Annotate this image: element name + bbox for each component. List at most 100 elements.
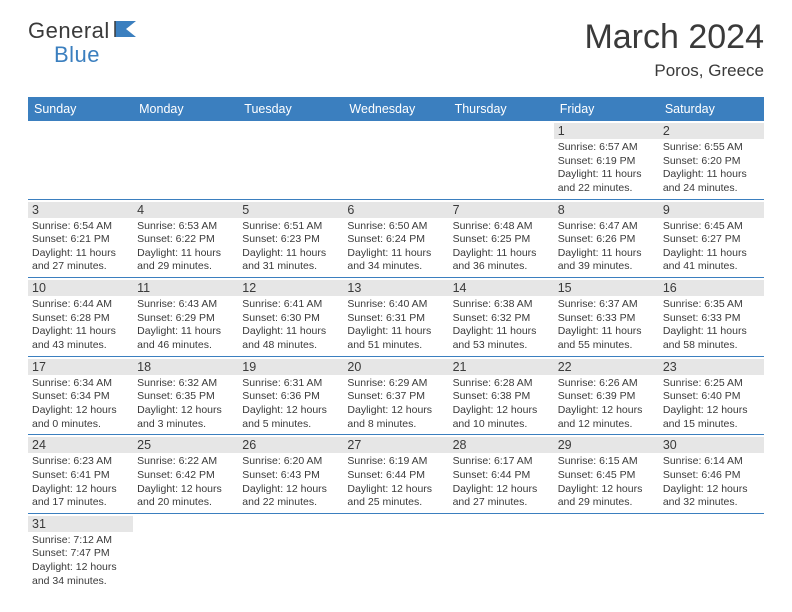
calendar-cell: 12 Sunrise: 6:41 AMSunset: 6:30 PMDayligh… (238, 278, 343, 356)
day-header-cell: Saturday (659, 97, 764, 121)
day-info: Sunrise: 6:35 AMSunset: 6:33 PMDaylight:… (663, 298, 760, 353)
day-number-empty (659, 516, 764, 532)
calendar-week: 1 Sunrise: 6:57 AMSunset: 6:19 PMDaylight… (28, 121, 764, 200)
day-number: 12 (238, 280, 343, 296)
day-header-cell: Friday (554, 97, 659, 121)
day-number-empty (133, 123, 238, 139)
day-info: Sunrise: 6:20 AMSunset: 6:43 PMDaylight:… (242, 455, 339, 510)
day-number-empty (449, 516, 554, 532)
calendar-week: 3Sunrise: 6:54 AMSunset: 6:21 PMDaylight… (28, 200, 764, 279)
day-info: Sunrise: 6:26 AMSunset: 6:39 PMDaylight:… (558, 377, 655, 432)
calendar-cell: 24Sunrise: 6:23 AMSunset: 6:41 PMDayligh… (28, 435, 133, 513)
calendar-cell (449, 121, 554, 199)
day-info: Sunrise: 6:31 AMSunset: 6:36 PMDaylight:… (242, 377, 339, 432)
day-info: Sunrise: 6:23 AMSunset: 6:41 PMDaylight:… (32, 455, 129, 510)
calendar-cell: 19 Sunrise: 6:31 AMSunset: 6:36 PMDayligh… (238, 357, 343, 435)
calendar-cell: 14 Sunrise: 6:38 AMSunset: 6:32 PMDayligh… (449, 278, 554, 356)
day-info: Sunrise: 6:17 AMSunset: 6:44 PMDaylight:… (453, 455, 550, 510)
logo-text-blue: Blue (54, 42, 100, 67)
day-info: Sunrise: 6:57 AMSunset: 6:19 PMDaylight:… (558, 141, 655, 196)
day-header-cell: Monday (133, 97, 238, 121)
day-header-cell: Thursday (449, 97, 554, 121)
day-number: 13 (343, 280, 448, 296)
day-info: Sunrise: 6:29 AMSunset: 6:37 PMDaylight:… (347, 377, 444, 432)
calendar-cell: 6Sunrise: 6:50 AMSunset: 6:24 PMDaylight… (343, 200, 448, 278)
calendar-cell (28, 121, 133, 199)
day-number: 6 (343, 202, 448, 218)
calendar-cell: 18Sunrise: 6:32 AMSunset: 6:35 PMDayligh… (133, 357, 238, 435)
logo-flag-icon (114, 19, 140, 44)
day-number: 3 (28, 202, 133, 218)
day-number: 26 (238, 437, 343, 453)
calendar-cell: 7Sunrise: 6:48 AMSunset: 6:25 PMDaylight… (449, 200, 554, 278)
day-number-empty (238, 123, 343, 139)
day-number: 22 (554, 359, 659, 375)
day-number-empty (449, 123, 554, 139)
day-info: Sunrise: 6:55 AMSunset: 6:20 PMDaylight:… (663, 141, 760, 196)
day-number: 17 (28, 359, 133, 375)
calendar-cell: 21 Sunrise: 6:28 AMSunset: 6:38 PMDayligh… (449, 357, 554, 435)
calendar-cell (343, 121, 448, 199)
day-number: 5 (238, 202, 343, 218)
calendar-cell: 5Sunrise: 6:51 AMSunset: 6:23 PMDaylight… (238, 200, 343, 278)
calendar-cell (659, 514, 764, 592)
calendar-cell: 25Sunrise: 6:22 AMSunset: 6:42 PMDayligh… (133, 435, 238, 513)
calendar-cell: 27 Sunrise: 6:19 AMSunset: 6:44 PMDayligh… (343, 435, 448, 513)
calendar-cell: 11 Sunrise: 6:43 AMSunset: 6:29 PMDayligh… (133, 278, 238, 356)
calendar-cell: 1 Sunrise: 6:57 AMSunset: 6:19 PMDaylight… (554, 121, 659, 199)
calendar-week: 24Sunrise: 6:23 AMSunset: 6:41 PMDayligh… (28, 435, 764, 514)
day-number: 2 (659, 123, 764, 139)
calendar-cell (343, 514, 448, 592)
day-number: 30 (659, 437, 764, 453)
day-info: Sunrise: 6:14 AMSunset: 6:46 PMDaylight:… (663, 455, 760, 510)
day-number: 8 (554, 202, 659, 218)
day-info: Sunrise: 6:41 AMSunset: 6:30 PMDaylight:… (242, 298, 339, 353)
calendar-cell: 30 Sunrise: 6:14 AMSunset: 6:46 PMDayligh… (659, 435, 764, 513)
calendar-week: 17 Sunrise: 6:34 AMSunset: 6:34 PMDayligh… (28, 357, 764, 436)
day-info: Sunrise: 6:25 AMSunset: 6:40 PMDaylight:… (663, 377, 760, 432)
day-header-row: SundayMondayTuesdayWednesdayThursdayFrid… (28, 97, 764, 121)
day-info: Sunrise: 6:28 AMSunset: 6:38 PMDaylight:… (453, 377, 550, 432)
calendar-cell: 20Sunrise: 6:29 AMSunset: 6:37 PMDayligh… (343, 357, 448, 435)
calendar: SundayMondayTuesdayWednesdayThursdayFrid… (28, 97, 764, 591)
day-info: Sunrise: 6:43 AMSunset: 6:29 PMDaylight:… (137, 298, 234, 353)
day-number: 9 (659, 202, 764, 218)
day-info: Sunrise: 6:19 AMSunset: 6:44 PMDaylight:… (347, 455, 444, 510)
page-title: March 2024 (584, 18, 764, 57)
calendar-cell (238, 514, 343, 592)
calendar-cell (554, 514, 659, 592)
calendar-cell: 26 Sunrise: 6:20 AMSunset: 6:43 PMDayligh… (238, 435, 343, 513)
calendar-cell: 2 Sunrise: 6:55 AMSunset: 6:20 PMDaylight… (659, 121, 764, 199)
day-number-empty (133, 516, 238, 532)
day-header-cell: Wednesday (343, 97, 448, 121)
day-number-empty (343, 123, 448, 139)
day-number: 21 (449, 359, 554, 375)
logo: General (28, 18, 142, 44)
day-header-cell: Tuesday (238, 97, 343, 121)
title-block: March 2024 Poros, Greece (584, 18, 764, 81)
day-number-empty (28, 123, 133, 139)
calendar-cell: 13 Sunrise: 6:40 AMSunset: 6:31 PMDayligh… (343, 278, 448, 356)
day-number-empty (238, 516, 343, 532)
day-number: 31 (28, 516, 133, 532)
day-number: 15 (554, 280, 659, 296)
calendar-cell: 29Sunrise: 6:15 AMSunset: 6:45 PMDayligh… (554, 435, 659, 513)
day-info: Sunrise: 6:34 AMSunset: 6:34 PMDaylight:… (32, 377, 129, 432)
header: General March 2024 Poros, Greece (0, 0, 792, 91)
day-number: 27 (343, 437, 448, 453)
day-info: Sunrise: 6:38 AMSunset: 6:32 PMDaylight:… (453, 298, 550, 353)
day-number: 23 (659, 359, 764, 375)
day-number: 19 (238, 359, 343, 375)
day-info: Sunrise: 7:12 AMSunset: 7:47 PMDaylight:… (32, 534, 129, 589)
calendar-cell (133, 121, 238, 199)
day-number: 11 (133, 280, 238, 296)
day-info: Sunrise: 6:40 AMSunset: 6:31 PMDaylight:… (347, 298, 444, 353)
day-number: 18 (133, 359, 238, 375)
day-number: 14 (449, 280, 554, 296)
day-number: 16 (659, 280, 764, 296)
day-number: 1 (554, 123, 659, 139)
calendar-cell: 3Sunrise: 6:54 AMSunset: 6:21 PMDaylight… (28, 200, 133, 278)
day-number: 28 (449, 437, 554, 453)
day-number: 29 (554, 437, 659, 453)
day-number: 4 (133, 202, 238, 218)
